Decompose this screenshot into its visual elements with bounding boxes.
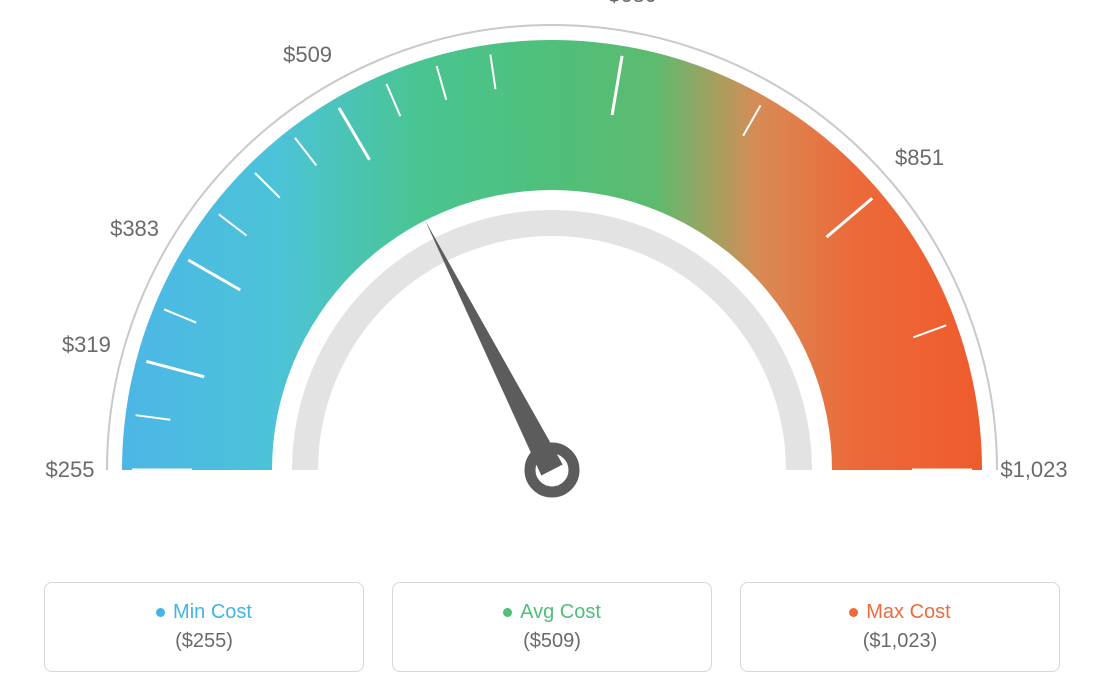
gauge-tick-label: $1,023 — [1000, 457, 1067, 483]
legend-value-avg: ($509) — [523, 630, 581, 653]
gauge-container: $255 $319 $383 $509 $680 $851 $1,023 — [0, 0, 1104, 560]
gauge-svg — [0, 0, 1104, 560]
legend-row: Min Cost ($255) Avg Cost ($509) Max Cost… — [0, 582, 1104, 672]
dot-icon — [503, 608, 512, 617]
dot-icon — [849, 608, 858, 617]
legend-card-max: Max Cost ($1,023) — [740, 582, 1060, 672]
dot-icon — [156, 608, 165, 617]
legend-value-min: ($255) — [175, 630, 233, 653]
gauge-tick-label: $383 — [110, 216, 159, 242]
legend-title-max: Max Cost — [849, 601, 950, 624]
gauge-tick-label: $851 — [895, 145, 944, 171]
legend-card-min: Min Cost ($255) — [44, 582, 364, 672]
legend-card-avg: Avg Cost ($509) — [392, 582, 712, 672]
legend-title-text: Avg Cost — [520, 601, 601, 624]
gauge-tick-label: $509 — [283, 42, 332, 68]
gauge-tick-label: $319 — [62, 332, 111, 358]
legend-value-max: ($1,023) — [863, 630, 938, 653]
legend-title-text: Max Cost — [866, 601, 950, 624]
legend-title-avg: Avg Cost — [503, 601, 601, 624]
legend-title-min: Min Cost — [156, 601, 252, 624]
gauge-tick-label: $255 — [46, 457, 95, 483]
legend-title-text: Min Cost — [173, 601, 252, 624]
gauge-tick-label: $680 — [608, 0, 657, 8]
